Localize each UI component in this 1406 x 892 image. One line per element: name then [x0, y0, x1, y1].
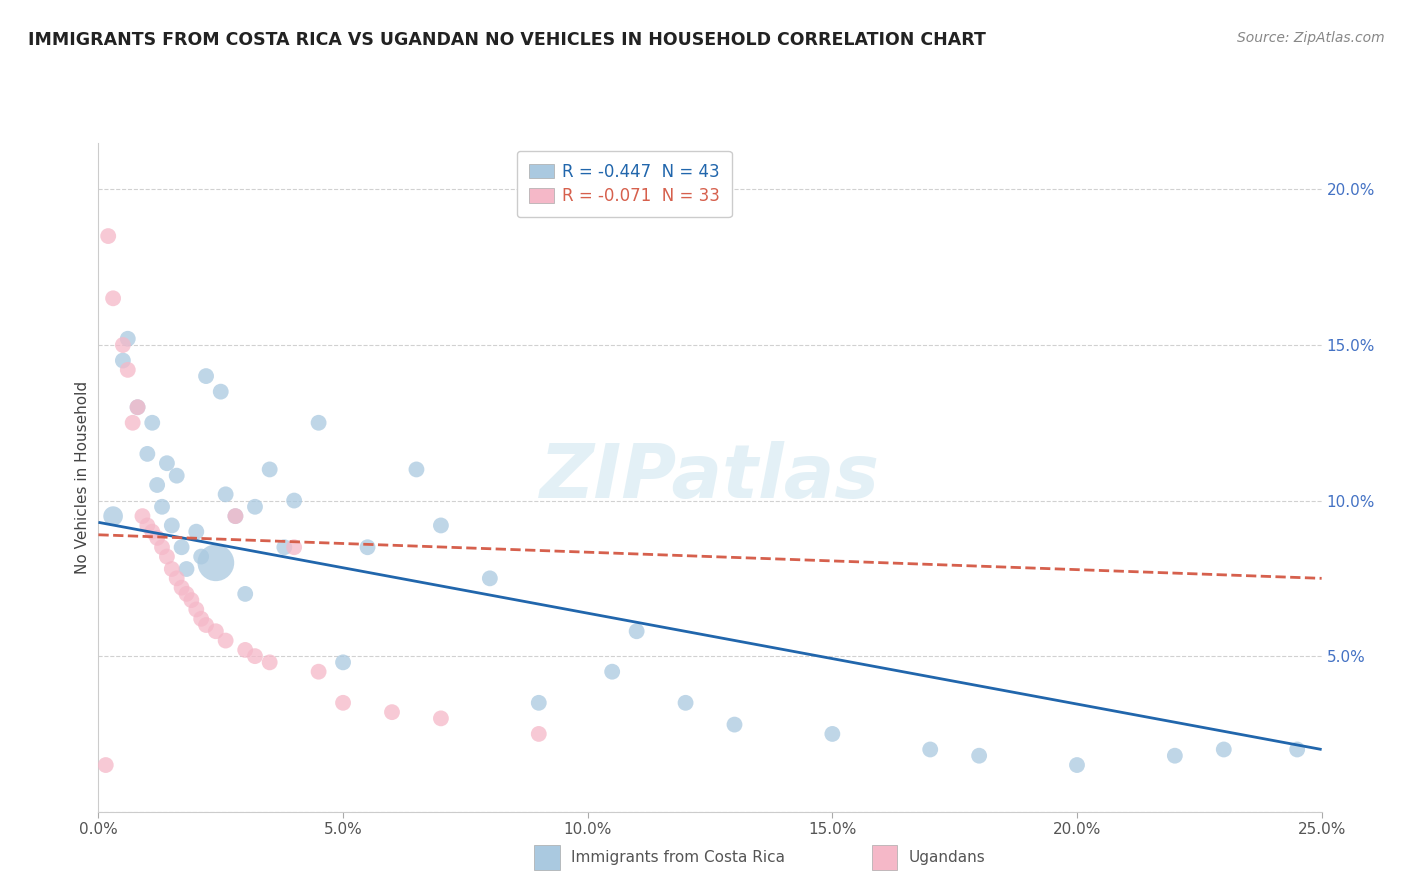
Text: Source: ZipAtlas.com: Source: ZipAtlas.com	[1237, 31, 1385, 45]
Point	[1286, 742, 1309, 756]
Point	[405, 462, 427, 476]
Y-axis label: No Vehicles in Household: No Vehicles in Household	[75, 381, 90, 574]
Point	[527, 727, 550, 741]
Point	[111, 353, 134, 368]
Point	[195, 618, 218, 632]
Point	[195, 369, 218, 384]
Point	[273, 540, 295, 554]
Point	[131, 509, 153, 524]
Point	[136, 447, 159, 461]
Point	[920, 742, 942, 756]
Point	[209, 384, 232, 399]
Point	[243, 649, 266, 664]
Text: IMMIGRANTS FROM COSTA RICA VS UGANDAN NO VEHICLES IN HOUSEHOLD CORRELATION CHART: IMMIGRANTS FROM COSTA RICA VS UGANDAN NO…	[28, 31, 986, 49]
Point	[166, 571, 188, 585]
Point	[111, 338, 134, 352]
Point	[821, 727, 844, 741]
Point	[160, 518, 183, 533]
Point	[224, 509, 246, 524]
Point	[283, 540, 305, 554]
Point	[160, 562, 183, 576]
Point	[156, 549, 179, 564]
Point	[478, 571, 501, 585]
Point	[170, 581, 193, 595]
Point	[600, 665, 623, 679]
Point	[224, 509, 246, 524]
Point	[146, 478, 169, 492]
Point	[176, 587, 198, 601]
Point	[430, 711, 453, 725]
Point	[190, 549, 212, 564]
Point	[356, 540, 378, 554]
Point	[675, 696, 697, 710]
Point	[332, 696, 354, 710]
Point	[381, 705, 404, 719]
Point	[205, 624, 228, 639]
Point	[308, 665, 330, 679]
Point	[186, 524, 208, 539]
Point	[97, 229, 120, 244]
Point	[141, 524, 163, 539]
Point	[626, 624, 648, 639]
Point	[1212, 742, 1234, 756]
Point	[1066, 758, 1088, 772]
Point	[233, 587, 256, 601]
Point	[430, 518, 453, 533]
Point	[259, 656, 281, 670]
Point	[94, 758, 117, 772]
Point	[127, 401, 149, 415]
Point	[332, 656, 354, 670]
Point	[243, 500, 266, 514]
Point	[723, 717, 745, 731]
Point	[259, 462, 281, 476]
Text: ZIPatlas: ZIPatlas	[540, 441, 880, 514]
Point	[214, 487, 236, 501]
Point	[205, 556, 228, 570]
Point	[180, 593, 202, 607]
Point	[283, 493, 305, 508]
Point	[150, 540, 173, 554]
Point	[176, 562, 198, 576]
Point	[136, 518, 159, 533]
Point	[1164, 748, 1187, 763]
Text: Ugandans: Ugandans	[908, 850, 986, 864]
Point	[150, 500, 173, 514]
Point	[233, 643, 256, 657]
Point	[186, 602, 208, 616]
Point	[127, 401, 149, 415]
Point	[101, 291, 124, 305]
Point	[166, 468, 188, 483]
Point	[101, 509, 124, 524]
Point	[308, 416, 330, 430]
Point	[121, 416, 143, 430]
Legend: R = -0.447  N = 43, R = -0.071  N = 33: R = -0.447 N = 43, R = -0.071 N = 33	[517, 151, 731, 217]
Point	[156, 456, 179, 470]
Text: Immigrants from Costa Rica: Immigrants from Costa Rica	[571, 850, 785, 864]
Point	[527, 696, 550, 710]
Point	[170, 540, 193, 554]
Point	[146, 531, 169, 545]
Point	[117, 332, 139, 346]
Point	[117, 363, 139, 377]
Point	[967, 748, 990, 763]
Point	[214, 633, 236, 648]
Point	[190, 612, 212, 626]
Point	[141, 416, 163, 430]
